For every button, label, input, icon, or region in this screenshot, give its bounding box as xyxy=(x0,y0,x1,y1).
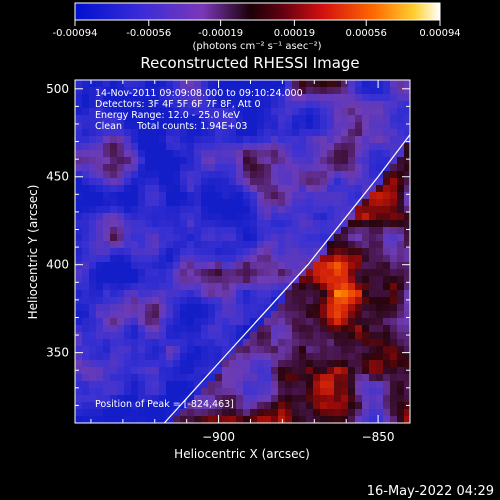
annotation-energy-range: Energy Range: 12.0 - 25.0 keV xyxy=(95,110,240,121)
annotation-peak-position: Position of Peak = [-824,463] xyxy=(95,399,234,410)
footer-date: 16-May-2022 04:29 xyxy=(367,484,494,499)
y-axis-tick-labels: 350 400 450 500 xyxy=(46,82,69,360)
y-tick-label: 500 xyxy=(46,82,69,96)
colorbar-tick-label: 0.00019 xyxy=(274,28,315,39)
colorbar-tick-labels: -0.00094 -0.00056 -0.00019 0.00019 0.00056 0.… xyxy=(53,28,461,39)
x-axis-label: Heliocentric X (arcsec) xyxy=(174,447,310,461)
y-tick-label: 350 xyxy=(46,346,69,360)
plot-frame xyxy=(74,79,411,424)
annotation-clean-counts: Clean Total counts: 1.94E+03 xyxy=(95,121,247,132)
solar-limb-line xyxy=(163,133,410,423)
colorbar-tick-label: -0.00056 xyxy=(126,28,171,39)
colorbar-tick-label: -0.00019 xyxy=(198,28,243,39)
colorbar-unit-label: (photons cm⁻² s⁻¹ asec⁻²) xyxy=(192,41,321,52)
colorbar: -0.00094 -0.00056 -0.00019 0.00019 0.00056 0.… xyxy=(53,2,461,52)
colorbar-tick-label: -0.00094 xyxy=(53,28,98,39)
colorbar-tick-label: 0.00056 xyxy=(346,28,387,39)
x-tick-label: −850 xyxy=(362,430,395,444)
colorbar-strip xyxy=(74,2,441,21)
x-axis-ticks xyxy=(90,80,411,423)
x-axis-tick-labels: −900−850−800 xyxy=(202,430,395,444)
y-axis-label: Heliocentric Y (arcsec) xyxy=(26,185,40,320)
y-tick-label: 400 xyxy=(46,258,69,272)
y-tick-label: 450 xyxy=(46,170,69,184)
x-tick-label: −900 xyxy=(202,430,235,444)
y-axis-ticks xyxy=(75,88,410,424)
heatmap-cells xyxy=(75,80,410,423)
annotation-detectors: Detectors: 3F 4F 5F 6F 7F 8F, Att 0 xyxy=(95,99,261,110)
annotation-time-range: 14-Nov-2011 09:09:08.000 to 09:10:24.000 xyxy=(95,88,303,99)
chart-title: Reconstructed RHESSI Image xyxy=(140,54,359,72)
colorbar-tick-label: 0.00094 xyxy=(419,28,460,39)
colorbar-ticks xyxy=(74,20,441,26)
